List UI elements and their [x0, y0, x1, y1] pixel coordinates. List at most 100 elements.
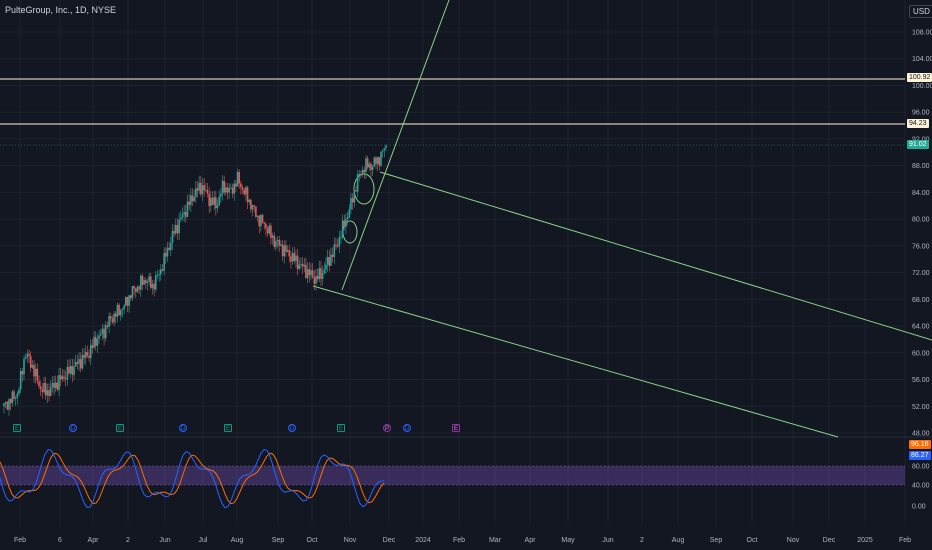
candle-body [300, 263, 302, 265]
candle-body [275, 241, 277, 247]
candle-body [163, 252, 165, 271]
candle-body [208, 193, 210, 206]
candle-body [133, 286, 135, 289]
candle-body [191, 195, 194, 202]
candle-body [114, 313, 117, 317]
candle-body [260, 214, 262, 227]
price-axis-label: 60.00 [912, 350, 930, 357]
candle-body [220, 193, 222, 197]
time-axis-label: 2025 [857, 537, 873, 544]
candle-body [8, 399, 10, 410]
candle-body [29, 355, 32, 368]
candle-body [81, 354, 84, 369]
candle-body [33, 365, 35, 377]
oscillator-band [0, 466, 905, 485]
candle-body [68, 366, 70, 374]
candle-body [303, 264, 306, 267]
candle-body [116, 304, 119, 317]
candle-body [36, 368, 39, 382]
candle-body [144, 280, 147, 284]
candle-body [195, 188, 197, 198]
event-marker-e[interactable]: E [116, 424, 124, 432]
candle-body [221, 180, 224, 194]
candle-body [291, 252, 294, 262]
candle-body [108, 316, 110, 327]
price-axis-label: 76.00 [912, 243, 930, 250]
candle-body [305, 264, 307, 279]
osc-line-k [0, 448, 385, 509]
candle-body [121, 309, 124, 311]
candle-body [99, 333, 102, 336]
candle-body [321, 273, 324, 279]
candle-body [11, 391, 14, 404]
candle-body [48, 390, 50, 397]
candle-body [356, 174, 359, 192]
candle-body [308, 269, 311, 276]
time-axis-label: Dec [823, 537, 836, 544]
candle-body [56, 382, 59, 390]
candle-body [371, 166, 374, 170]
candle-body [265, 223, 267, 229]
candle-body [6, 401, 9, 410]
time-axis-label: Jun [602, 537, 613, 544]
candle-body [103, 328, 105, 339]
candle-body [316, 276, 319, 280]
candle-body [328, 256, 331, 266]
candle-body [109, 316, 112, 319]
price-axis-label: 84.00 [912, 190, 930, 197]
candle-body [225, 187, 227, 193]
candle-body [343, 220, 346, 227]
candle-body [176, 225, 179, 234]
event-marker-e[interactable]: E [337, 424, 345, 432]
candle-body [370, 163, 372, 170]
candle-body [183, 212, 185, 215]
candle-body [218, 196, 220, 206]
candle-body [170, 242, 172, 251]
candle-body [330, 254, 332, 266]
candle-body [89, 345, 92, 358]
event-marker-e2[interactable]: E [452, 424, 460, 432]
candle-body [88, 355, 90, 358]
time-axis-label: Feb [453, 537, 465, 544]
price-axis-label: 92.00 [912, 136, 930, 143]
price-axis-label: 72.00 [912, 270, 930, 277]
candle-body [258, 215, 261, 227]
candle-body [196, 188, 199, 191]
candle-body [365, 158, 367, 173]
price-axis-label: 96.00 [912, 110, 930, 117]
candle-body [285, 245, 287, 252]
candle-body [298, 264, 301, 269]
time-axis-label: Apr [88, 537, 100, 544]
candle-body [211, 197, 214, 205]
candle-body [215, 197, 217, 209]
event-marker-e[interactable]: E [13, 424, 21, 432]
event-marker-d[interactable]: D [288, 424, 296, 432]
time-axis-label: Aug [231, 537, 244, 544]
candle-body [83, 354, 85, 358]
candle-body [223, 180, 225, 193]
event-marker-p[interactable]: P [383, 424, 391, 432]
candle-body [41, 389, 44, 393]
currency-button[interactable]: USD [909, 5, 932, 18]
candle-body [13, 391, 15, 399]
candle-body [44, 383, 47, 396]
candle-body [311, 270, 314, 278]
event-marker-d[interactable]: D [403, 424, 411, 432]
event-marker-d[interactable]: D [179, 424, 187, 432]
osc-axis-label: 80.00 [912, 464, 930, 471]
time-axis-label: Dec [383, 537, 396, 544]
candle-body [233, 183, 236, 194]
osc-axis-label: 40.00 [912, 483, 930, 490]
event-marker-e[interactable]: E [224, 424, 232, 432]
event-marker-d[interactable]: D [69, 424, 77, 432]
candle-body [71, 366, 74, 375]
candle-body [113, 313, 115, 323]
candle-body [290, 256, 292, 262]
highlight-ellipse [353, 173, 375, 205]
candle-body [363, 169, 366, 173]
candle-body [278, 239, 281, 246]
candle-body [21, 371, 24, 375]
candle-body [318, 268, 321, 280]
candle-body [333, 244, 336, 257]
